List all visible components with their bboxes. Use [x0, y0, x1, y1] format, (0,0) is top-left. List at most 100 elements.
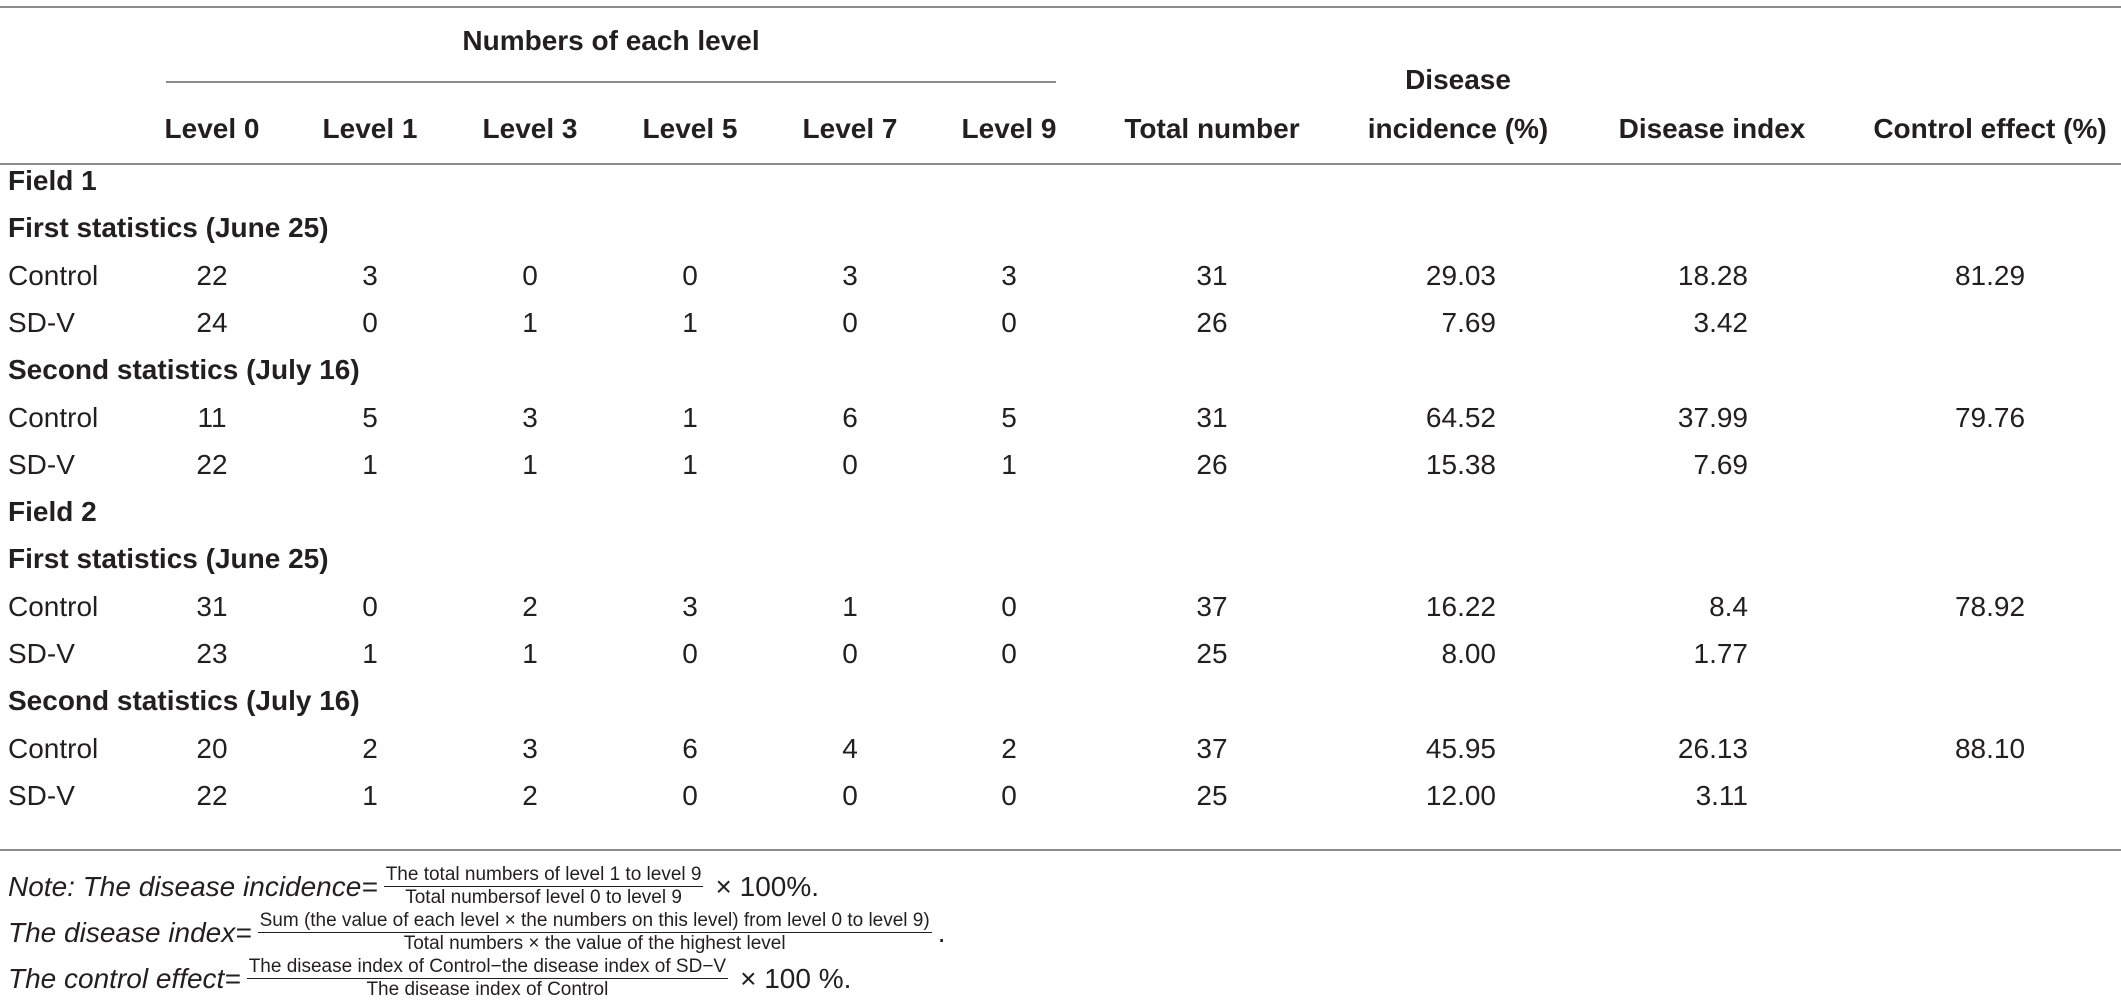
statistics-label: Second statistics (July 16): [8, 685, 360, 717]
note-index-numerator: Sum (the value of each level × the numbe…: [257, 910, 932, 933]
table-cell: 0: [682, 779, 698, 811]
table-cell: 1: [362, 448, 378, 480]
cell-control-effect: 81.29: [1954, 259, 2026, 291]
table-cell: 5: [1001, 401, 1017, 433]
table-cell: 0: [842, 448, 858, 480]
cell-disease-index: 37.99: [1677, 401, 1748, 433]
col-header-level0: Level 0: [164, 113, 260, 144]
cell-disease-index: 3.42: [1693, 306, 1749, 338]
col-header-incidence-line1: Disease: [1405, 64, 1511, 95]
table-cell: 1: [682, 306, 698, 338]
table-cell: 25: [1196, 638, 1228, 669]
cell-disease-incidence: 7.69: [1441, 306, 1497, 338]
table-cell: 0: [362, 306, 378, 338]
table-cell: 37: [1196, 590, 1228, 622]
table-cell: 0: [1001, 306, 1017, 338]
group-header-rule: [166, 81, 1056, 83]
cell-disease-index: 3.11: [1695, 779, 1748, 811]
table-cell: 26: [1196, 306, 1228, 338]
cell-disease-index: 18.28: [1677, 259, 1748, 291]
cell-disease-index: 1.77: [1693, 638, 1749, 669]
row-treatment-name: SD-V: [8, 638, 75, 669]
statistics-label: First statistics (June 25): [8, 212, 329, 244]
table-cell: 0: [682, 638, 698, 669]
row-treatment-name: SD-V: [8, 306, 75, 338]
note-index-fraction: Sum (the value of each level × the numbe…: [257, 910, 932, 955]
table-cell: 1: [682, 401, 698, 433]
table-cell: 2: [522, 590, 538, 622]
row-treatment-name: Control: [8, 732, 99, 764]
table-cell: 0: [522, 259, 538, 291]
note-effect-denominator: The disease index of Control: [366, 979, 609, 1000]
group-header-label: Numbers of each level: [462, 25, 760, 56]
table-cell: 5: [362, 401, 378, 433]
table-cell: 37: [1196, 732, 1228, 764]
cell-disease-incidence: 15.38: [1425, 448, 1496, 480]
table-cell: 0: [842, 306, 858, 338]
row-treatment-name: Control: [8, 401, 99, 433]
table-cell: 0: [362, 590, 378, 622]
field-label: Field 2: [8, 496, 97, 528]
note-effect-numerator: The disease index of Control−the disease…: [246, 956, 729, 979]
table-cell: 2: [522, 779, 538, 811]
table-cell: 11: [197, 401, 227, 433]
table-cell: 31: [1196, 401, 1228, 433]
note-incidence: Note: The disease incidence= The total n…: [8, 864, 819, 909]
note-incidence-numerator: The total numbers of level 1 to level 9: [383, 864, 704, 887]
table-cell: 23: [196, 638, 228, 669]
note-incidence-denominator: Total numbersof level 0 to level 9: [405, 887, 682, 908]
col-header-level1: Level 1: [322, 113, 418, 144]
row-treatment-name: Control: [8, 590, 99, 622]
col-header-total: Total number: [1124, 113, 1300, 144]
cell-disease-incidence: 16.22: [1425, 590, 1496, 622]
table-cell: 3: [362, 259, 378, 291]
table-cell: 0: [1001, 779, 1017, 811]
table-cell: 1: [522, 448, 538, 480]
cell-disease-incidence: 8.00: [1441, 638, 1497, 669]
row-treatment-name: Control: [8, 259, 99, 291]
table-cell: 0: [842, 779, 858, 811]
table-cell: 1: [842, 590, 858, 622]
table-cell: 3: [682, 590, 698, 622]
col-header-level5: Level 5: [642, 113, 738, 144]
table-cell: 1: [682, 448, 698, 480]
note-index-tail: .: [937, 916, 946, 948]
col-header-incidence-line2: incidence (%): [1367, 113, 1549, 144]
table-cell: 22: [196, 259, 228, 291]
table-cell: 1: [1001, 448, 1017, 480]
table-cell: 1: [362, 638, 378, 669]
table-top-rule: [0, 6, 2121, 8]
field-label: Field 1: [8, 165, 97, 196]
note-effect-tail: × 100 %.: [740, 962, 852, 994]
note-incidence-fraction: The total numbers of level 1 to level 9 …: [383, 864, 704, 909]
col-header-level3: Level 3: [482, 113, 578, 144]
table-cell: 22: [196, 779, 228, 811]
cell-disease-index: 7.69: [1693, 448, 1749, 480]
table-cell: 31: [196, 590, 228, 622]
cell-disease-incidence: 12.00: [1425, 779, 1496, 811]
statistics-label: First statistics (June 25): [8, 543, 329, 575]
table-cell: 3: [522, 732, 538, 764]
table-cell: 2: [362, 732, 378, 764]
cell-disease-incidence: 45.95: [1425, 732, 1496, 764]
note-index-lhs: The disease index=: [8, 916, 252, 948]
note-effect-fraction: The disease index of Control−the disease…: [246, 956, 729, 1001]
note-effect-lhs: The control effect=: [8, 962, 241, 994]
cell-control-effect: 79.76: [1954, 401, 2026, 433]
table-cell: 22: [196, 448, 228, 480]
table-cell: 6: [682, 732, 698, 764]
table-cell: 1: [522, 638, 538, 669]
col-header-level9: Level 9: [961, 113, 1057, 144]
table-cell: 2: [1001, 732, 1017, 764]
cell-control-effect: 78.92: [1954, 590, 2026, 622]
table-bottom-rule: [0, 849, 2121, 851]
row-treatment-name: SD-V: [8, 448, 75, 480]
table-cell: 31: [1196, 259, 1228, 291]
table-cell: 4: [842, 732, 858, 764]
table-cell: 25: [1196, 779, 1228, 811]
table-cell: 0: [842, 638, 858, 669]
cell-control-effect: 88.10: [1954, 732, 2026, 764]
table-cell: 3: [522, 401, 538, 433]
table-cell: 3: [1001, 259, 1017, 291]
table-cell: 3: [842, 259, 858, 291]
